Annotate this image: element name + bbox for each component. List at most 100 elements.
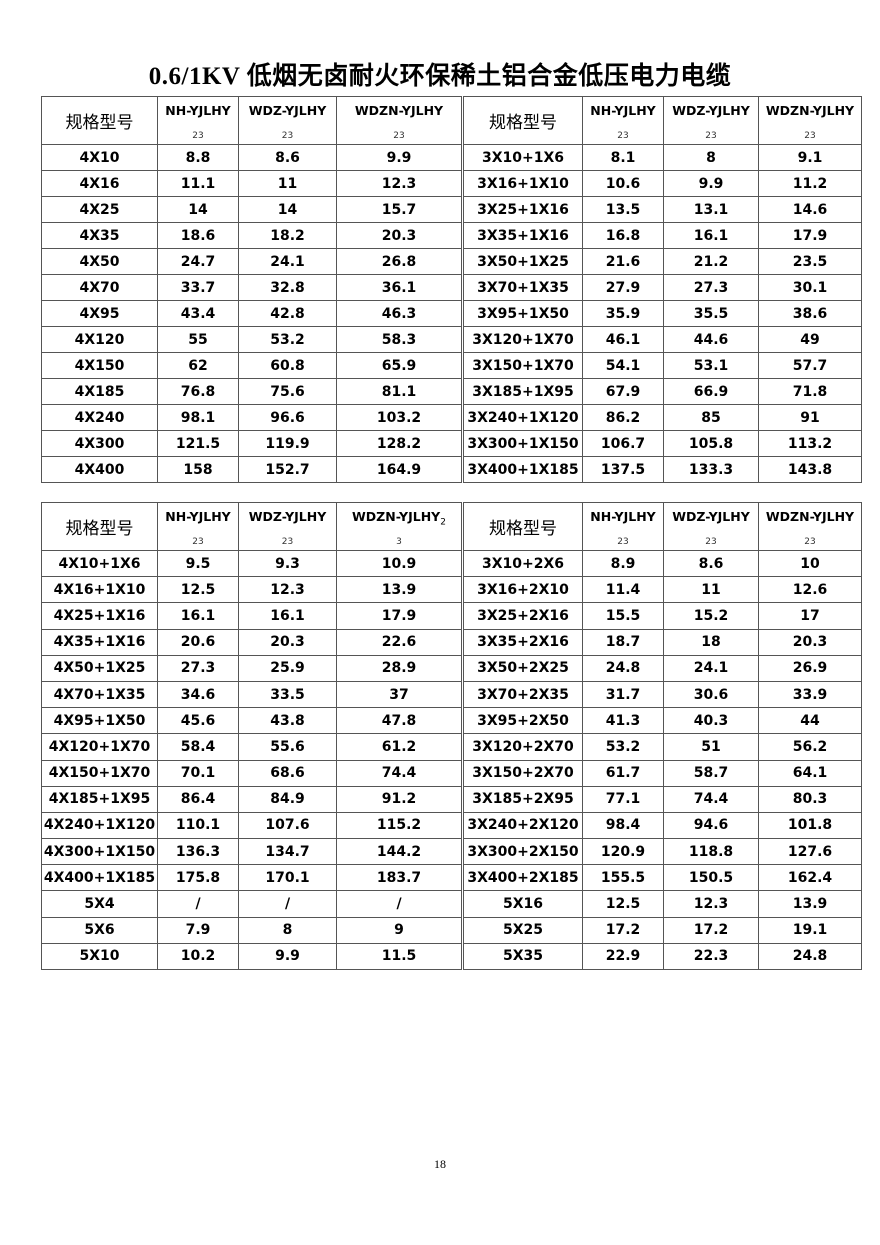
spec-cell: 3X35+2X16 [463, 628, 583, 656]
diameter-cell: 13.1 [663, 196, 759, 223]
diameter-cell: 32.8 [238, 274, 337, 301]
spec-cell: 5X4 [41, 890, 158, 918]
spec-cell: 4X400+1X185 [41, 864, 158, 892]
spec-cell: 3X16+1X10 [463, 170, 583, 197]
header-note: 23 [192, 131, 204, 141]
diameter-cell: 58.3 [336, 326, 462, 353]
spec-cell: 4X150 [41, 352, 158, 379]
diameter-cell: 14 [157, 196, 239, 223]
header-text: NH-YJLHY [590, 103, 656, 118]
diameter-cell: 27.3 [663, 274, 759, 301]
page-title: 0.6/1KV 低烟无卤耐火环保稀土铝合金低压电力电缆 [148, 63, 732, 90]
column-header: WDZN-YJLHY 23 [758, 502, 862, 551]
diameter-cell: 12.6 [758, 576, 862, 604]
diameter-cell: 9 [336, 916, 462, 944]
table-row: 3X16+2X10 11.4 11 12.6 [463, 576, 862, 604]
table-row: 4X16+1X10 12.5 12.3 13.9 [41, 576, 462, 604]
diameter-cell: 27.3 [157, 654, 239, 682]
diameter-cell: 9.9 [238, 942, 337, 971]
spec-cell: 3X120+2X70 [463, 733, 583, 761]
diameter-cell: 133.3 [663, 456, 759, 483]
diameter-cell: 43.8 [238, 707, 337, 735]
diameter-cell: 115.2 [336, 811, 462, 840]
diameter-cell: 9.9 [663, 170, 759, 197]
diameter-cell: 14 [238, 196, 337, 223]
column-header: NH-YJLHY 23 [582, 502, 664, 551]
diameter-cell: 175.8 [157, 864, 239, 892]
spec-cell: 3X10+2X6 [463, 549, 583, 578]
diameter-cell: 20.3 [336, 222, 462, 249]
header-text: NH-YJLHY [590, 509, 656, 524]
table-row: 3X150+1X70 54.1 53.1 57.7 [463, 352, 862, 379]
diameter-cell: 11.1 [157, 170, 239, 197]
table-row: 3X25+2X16 15.5 15.2 17 [463, 602, 862, 630]
diameter-cell: 144.2 [336, 838, 462, 866]
spec-cell: 5X6 [41, 916, 158, 944]
diameter-cell: 118.8 [663, 838, 759, 866]
header-label: WDZ-YJLHY [664, 103, 758, 118]
diameter-cell: 107.6 [238, 811, 337, 840]
diameter-cell: 11.2 [758, 170, 862, 197]
diameter-cell: 91.2 [336, 785, 462, 813]
diameter-cell: 71.8 [758, 378, 862, 405]
diameter-cell: 121.5 [157, 430, 239, 457]
diameter-cell: 86.2 [582, 404, 664, 431]
diameter-cell: 38.6 [758, 300, 862, 327]
header-note: 3 [396, 537, 402, 547]
table-row: 5X16 12.5 12.3 13.9 [463, 890, 862, 918]
spec-cell: 3X300+1X150 [463, 430, 583, 457]
table-row: 4X50+1X25 27.3 25.9 28.9 [41, 654, 462, 682]
diameter-cell: / [157, 890, 239, 918]
header-text: WDZN-YJLHY [352, 509, 441, 524]
spec-cell: 4X240+1X120 [41, 811, 158, 840]
spec-cell: 3X70+1X35 [463, 274, 583, 301]
header-note: 23 [617, 131, 629, 141]
diameter-cell: 15.5 [582, 602, 664, 630]
table-row: 4X240+1X120 110.1 107.6 115.2 [41, 811, 462, 840]
spec-cell: 3X240+2X120 [463, 811, 583, 840]
diameter-cell: 105.8 [663, 430, 759, 457]
table-row: 4X400+1X185 175.8 170.1 183.7 [41, 864, 462, 892]
table-row: 3X150+2X70 61.7 58.7 64.1 [463, 759, 862, 787]
column-header-spec: 规格型号 [41, 502, 158, 551]
spec-cell: 3X400+1X185 [463, 456, 583, 483]
table-row: 3X10+2X6 8.9 8.6 10 [463, 549, 862, 578]
diameter-cell: 18 [663, 628, 759, 656]
column-header-spec: 规格型号 [463, 502, 583, 551]
spec-cell: 4X50+1X25 [41, 654, 158, 682]
header-text: WDZN-YJLHY [765, 103, 855, 118]
spec-table-3: 规格型号 NH-YJLHY 23 WDZ-YJLHY 23 WDZN-YJLHY2 3 4X1… [41, 502, 462, 971]
table-row: 3X120+1X70 46.1 44.6 49 [463, 326, 862, 353]
diameter-cell: 81.1 [336, 378, 462, 405]
table-row: 4X70+1X35 34.6 33.5 37 [41, 680, 462, 709]
spec-cell: 3X25+1X16 [463, 196, 583, 223]
diameter-cell: 65.9 [336, 352, 462, 379]
table-row: 4X35 18.6 18.2 20.3 [41, 222, 462, 249]
table-row: 5X6 7.9 8 9 [41, 916, 462, 944]
diameter-cell: 30.6 [663, 680, 759, 709]
spec-cell: 4X185 [41, 378, 158, 405]
diameter-cell: 43.4 [157, 300, 239, 327]
diameter-cell: 40.3 [663, 707, 759, 735]
table-row: 4X95+1X50 45.6 43.8 47.8 [41, 707, 462, 735]
diameter-cell: 45.6 [157, 707, 239, 735]
spec-cell: 3X10+1X6 [463, 144, 583, 171]
diameter-cell: 35.9 [582, 300, 664, 327]
page-number: 18 [434, 1157, 446, 1171]
diameter-cell: 19.1 [758, 916, 862, 944]
table-row: 3X35+2X16 18.7 18 20.3 [463, 628, 862, 656]
diameter-cell: 8.9 [582, 549, 664, 578]
diameter-cell: 20.6 [157, 628, 239, 656]
table-row: 5X35 22.9 22.3 24.8 [463, 942, 862, 971]
header-note: 23 [804, 537, 816, 547]
diameter-cell: 61.2 [336, 733, 462, 761]
diameter-cell: 60.8 [238, 352, 337, 379]
header-note: 23 [281, 131, 294, 141]
diameter-cell: 17.2 [663, 916, 759, 944]
table-row: 5X10 10.2 9.9 11.5 [41, 942, 462, 971]
diameter-cell: 98.4 [582, 811, 664, 840]
diameter-cell: 170.1 [238, 864, 337, 892]
header-label: WDZ-YJLHY [239, 103, 336, 118]
